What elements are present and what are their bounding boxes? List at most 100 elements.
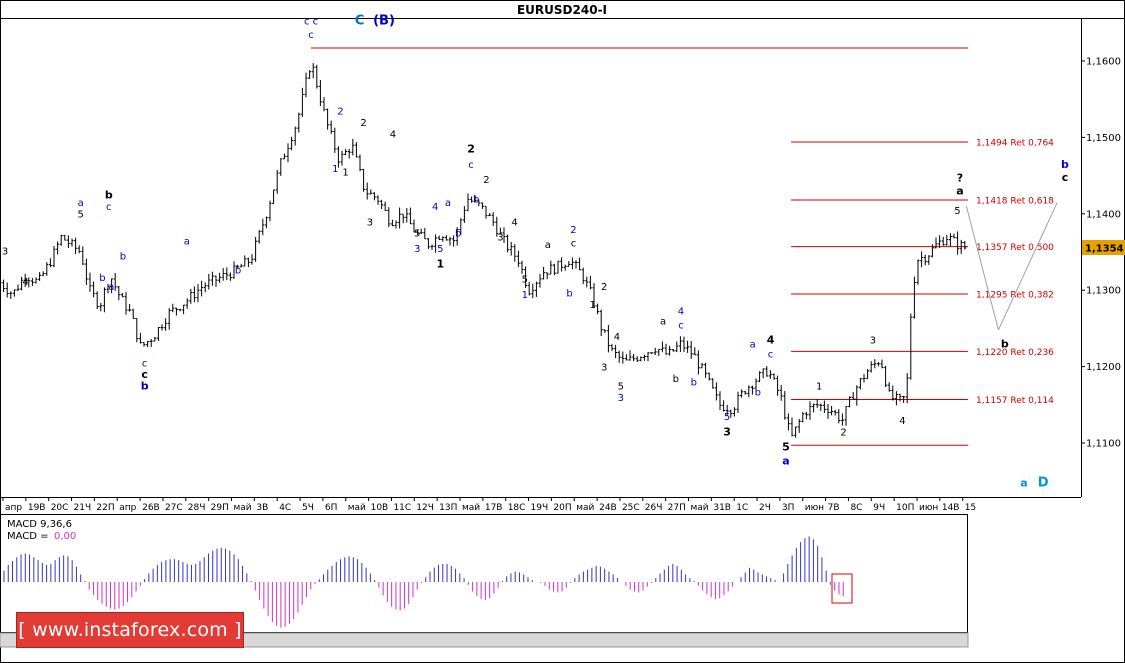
wave-label: 5 <box>782 441 790 454</box>
wave-label: c <box>308 30 314 41</box>
time-tick-label: 20П <box>553 503 571 513</box>
wave-label: a <box>445 198 451 209</box>
wave-label: a <box>1020 477 1027 490</box>
wave-label: 4 <box>22 277 28 288</box>
wave-label: a <box>108 282 114 293</box>
wave-label: 5 <box>724 412 730 423</box>
wave-label: 2 <box>840 427 846 438</box>
wave-label: 5 <box>618 382 624 393</box>
wave-label: a <box>545 240 551 251</box>
time-tick-label: 3В <box>256 503 268 513</box>
price-tick-label: 1,1100 <box>1086 439 1121 450</box>
time-tick-label: 27П <box>668 503 686 513</box>
wave-label: a <box>660 317 666 328</box>
time-tick-label: 6П <box>325 503 338 513</box>
wave-label: 3 <box>414 244 420 255</box>
time-tick-label: 24В <box>599 503 617 513</box>
wave-label: a <box>782 454 789 467</box>
time-axis: апр 19В 20С 21Ч 22П апр 26В 27С 28Ч 29П май 3В 4С 5Ч 6… <box>2 497 976 513</box>
fib-label-5: 1,1157 Ret 0,114 <box>976 396 1054 406</box>
wave-label: ? <box>957 172 963 185</box>
wave-label: c <box>142 359 148 370</box>
wave-label: c <box>468 160 474 171</box>
time-tick-label: 7В <box>828 503 840 513</box>
time-tick-label: 12Ч <box>416 503 434 513</box>
time-tick-label: 22П <box>96 503 114 513</box>
instaforex-watermark[interactable]: [ www.instaforex.com ] <box>16 612 244 648</box>
window-title: EURUSD240-I <box>517 3 607 17</box>
time-tick-label: май <box>462 503 480 513</box>
wave-label: c <box>678 320 684 331</box>
wave-label: b <box>755 388 761 399</box>
wave-label: 1 <box>589 300 595 311</box>
wave-label: C <box>355 13 365 28</box>
wave-label: a <box>78 198 84 209</box>
wave-label: (B) <box>373 13 395 28</box>
macd-value: 0,00 <box>54 531 76 542</box>
wave-label: 1 <box>332 164 338 175</box>
wave-label: b <box>473 194 479 205</box>
wave-label: b <box>691 378 697 389</box>
time-tick-label: май <box>348 503 366 513</box>
wave-label: b <box>105 189 113 202</box>
wave-label: 5 <box>77 210 83 221</box>
wave-label: b <box>99 273 105 284</box>
time-tick-label: 5Ч <box>302 503 314 513</box>
current-price-label: 1,1354 <box>1085 244 1124 255</box>
wave-label: 4 <box>678 307 684 318</box>
time-tick-label: 14В <box>942 503 960 513</box>
wave-label: b <box>1001 338 1009 351</box>
time-tick-label: 28Ч <box>188 503 206 513</box>
time-tick-label: 10В <box>371 503 389 513</box>
wave-label: c <box>1062 171 1069 184</box>
projection-segment <box>997 202 1058 331</box>
time-tick-label: 19В <box>28 503 46 513</box>
time-tick-label: 29П <box>211 503 229 513</box>
macd-label: MACD 9,36,6 <box>7 519 72 530</box>
wave-label: 5 <box>437 244 443 255</box>
wave-label: 4 <box>614 332 620 343</box>
wave-label: c <box>141 368 148 381</box>
time-tick-label: 4С <box>279 503 291 513</box>
wave-label: 4 <box>511 217 517 228</box>
time-tick-label: 1С <box>736 503 748 513</box>
time-tick-label: 9Ч <box>873 503 885 513</box>
macd-value-label: MACD = <box>7 531 49 542</box>
price-tick-label: 1,1500 <box>1086 133 1121 144</box>
wave-label: 2 <box>467 143 475 156</box>
projection-segment <box>965 206 999 331</box>
wave-label: c <box>571 239 577 250</box>
fib-label-0: 1,1494 Ret 0,764 <box>976 138 1054 148</box>
wave-label: c c <box>304 16 318 27</box>
wave-label: b <box>566 288 572 299</box>
wave-label: b <box>235 265 241 276</box>
wave-label: 3 <box>367 217 373 228</box>
wave-label: 3 <box>601 362 607 373</box>
time-tick-label: 10П <box>896 503 914 513</box>
ohlc-bars <box>0 63 967 438</box>
time-tick-label: 20С <box>51 503 69 513</box>
time-tick-label: апр <box>5 503 22 513</box>
wave-label: b <box>455 229 461 240</box>
time-tick-label: 17В <box>485 503 503 513</box>
wave-label: 3 <box>870 336 876 347</box>
price-tick-label: 1,1300 <box>1086 286 1121 297</box>
wave-label: c <box>106 202 112 213</box>
fib-label-4: 1,1220 Ret 0,236 <box>976 348 1054 358</box>
wave-label: b <box>120 252 126 263</box>
time-tick-label: апр <box>119 503 136 513</box>
wave-label: 4 <box>899 416 905 427</box>
time-tick-label: 27С <box>165 503 183 513</box>
wave-label: b <box>1061 158 1069 171</box>
wave-label: 2 <box>337 106 343 117</box>
wave-label: 3 <box>618 393 624 404</box>
wave-label: 1 <box>436 257 444 270</box>
fib-label-1: 1,1418 Ret 0,618 <box>976 197 1054 207</box>
wave-label: 5 <box>414 229 420 240</box>
time-tick-label: 26В <box>142 503 160 513</box>
time-tick-label: 15 <box>965 503 976 513</box>
time-tick-label: 13П <box>439 503 457 513</box>
